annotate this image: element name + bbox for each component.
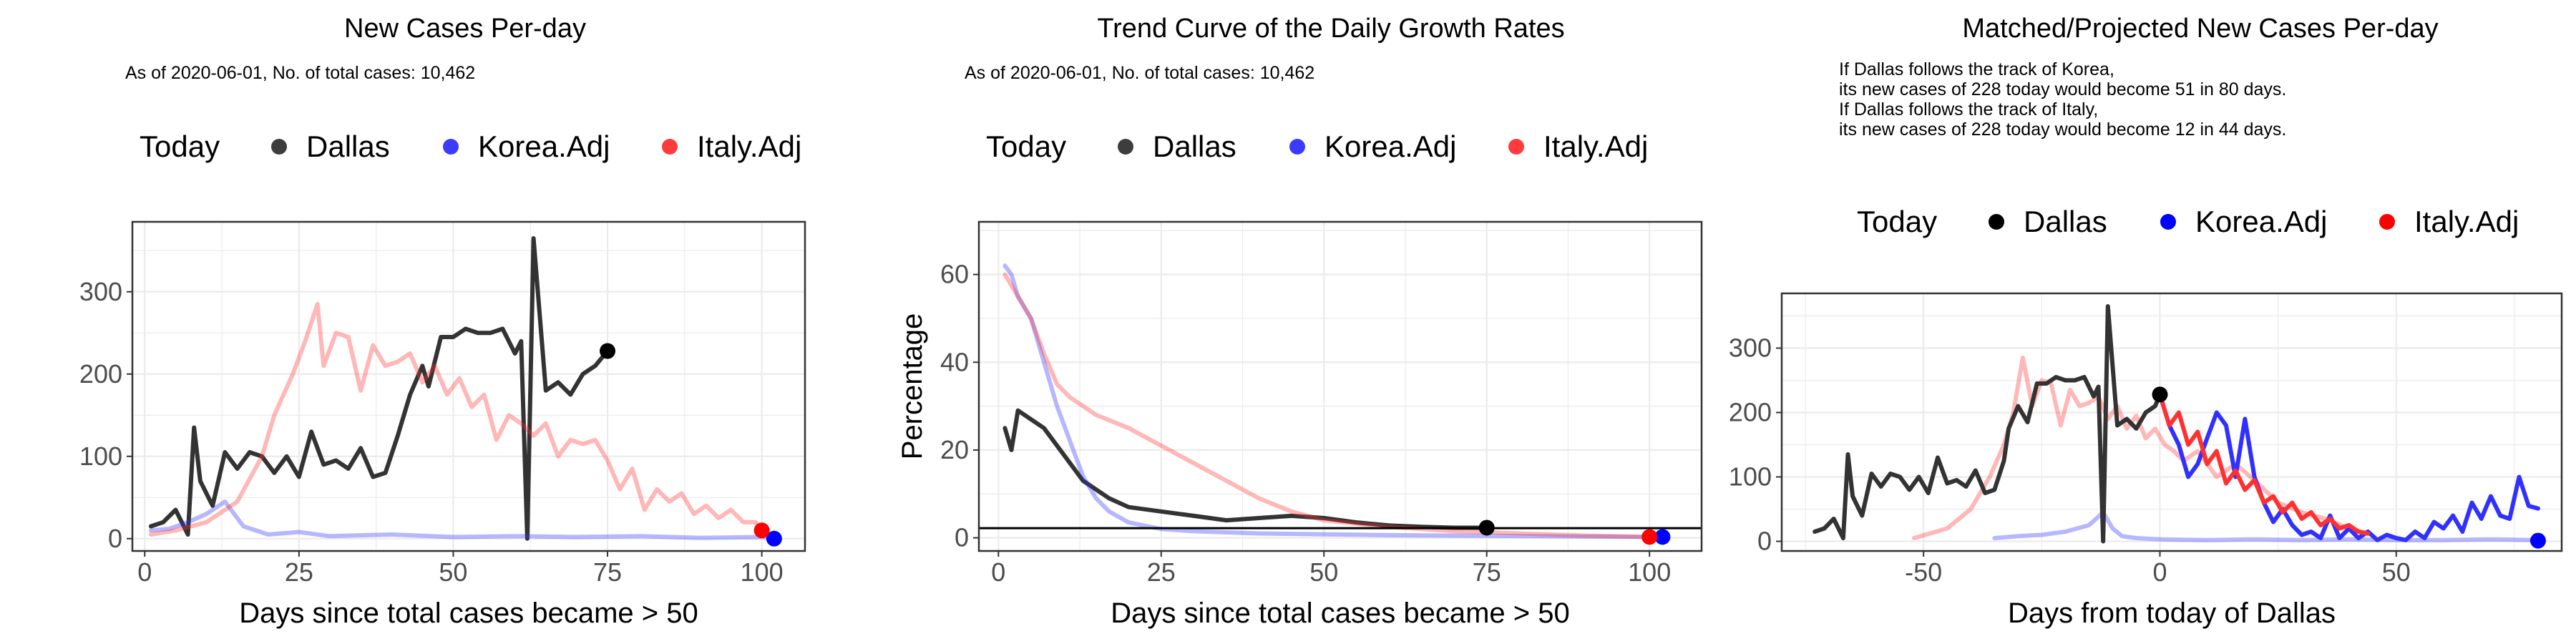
y-tick-label: 0 bbox=[955, 523, 969, 552]
y-tick-label: 0 bbox=[108, 524, 122, 553]
x-axis-label: Days from today of Dallas bbox=[2008, 597, 2336, 629]
grid bbox=[979, 222, 1702, 551]
legend-marker-italy-adj bbox=[2379, 214, 2395, 230]
x-axis-label: Days since total cases became > 50 bbox=[239, 597, 698, 629]
legend-label: Italy.Adj bbox=[2414, 205, 2519, 238]
x-tick-label: 50 bbox=[1309, 557, 1338, 587]
legend-title: Today bbox=[986, 130, 1066, 163]
y-tick-label: 300 bbox=[1729, 333, 1772, 363]
y-tick-label: 100 bbox=[79, 441, 122, 471]
chart-subtitle-line: its new cases of 228 today would become … bbox=[1839, 79, 2286, 99]
legend-marker-korea-adj bbox=[1289, 139, 1305, 155]
legend-title: Today bbox=[1857, 205, 1937, 238]
legend-label: Italy.Adj bbox=[1543, 130, 1648, 163]
series-line-italy-adj bbox=[148, 302, 764, 537]
series-line-korea-adj bbox=[2157, 392, 2540, 542]
chart-title: Matched/Projected New Cases Per-day bbox=[1962, 14, 2438, 44]
x-tick-label: 0 bbox=[137, 557, 152, 587]
series-line-dallas bbox=[148, 236, 610, 541]
y-tick-label: 0 bbox=[1757, 527, 1772, 556]
y-tick-label: 300 bbox=[79, 277, 122, 306]
x-tick-label: 50 bbox=[2382, 557, 2411, 587]
series-line-dallas bbox=[1002, 408, 1489, 530]
legend-label: Dallas bbox=[1153, 130, 1236, 163]
legend-title: Today bbox=[140, 130, 220, 163]
end-point-dallas bbox=[2152, 386, 2168, 403]
end-point-korea-adj bbox=[2529, 532, 2546, 549]
legend-marker-italy-adj bbox=[662, 139, 678, 155]
plot-border bbox=[1780, 292, 2563, 552]
chart-panel-2: Trend Curve of the Daily Growth Rates As … bbox=[897, 14, 1703, 629]
chart-subtitle-line: If Dallas follows the track of Italy, bbox=[1839, 99, 2098, 119]
chart-subtitle-line: its new cases of 228 today would become … bbox=[1839, 119, 2286, 140]
series-line-italy-adj bbox=[1002, 272, 1652, 540]
legend-marker-dallas bbox=[1989, 214, 2004, 230]
series-line-korea-adj bbox=[148, 499, 776, 541]
x-tick-label: 75 bbox=[1473, 557, 1501, 587]
x-tick-label: 100 bbox=[741, 557, 784, 587]
x-tick-label: 100 bbox=[1628, 557, 1671, 587]
plot-area bbox=[132, 222, 805, 551]
x-tick-label: 0 bbox=[991, 557, 1005, 587]
legend-marker-italy-adj bbox=[1508, 139, 1524, 155]
legend: Today Dallas Korea.Adj Italy.Adj bbox=[140, 130, 801, 163]
end-point-dallas bbox=[1478, 519, 1495, 536]
series-group bbox=[148, 236, 776, 541]
y-tick-label: 40 bbox=[940, 347, 969, 376]
series-line-dallas bbox=[1813, 304, 2162, 544]
legend-label: Korea.Adj bbox=[1324, 130, 1456, 163]
legend: Today Dallas Korea.Adj Italy.Adj bbox=[986, 130, 1648, 163]
plot-area bbox=[979, 222, 1702, 551]
chart-title: Trend Curve of the Daily Growth Rates bbox=[1097, 14, 1564, 44]
series-group bbox=[1813, 304, 2540, 544]
x-tick-label: -50 bbox=[1905, 557, 1942, 587]
x-tick-label: 0 bbox=[2152, 557, 2167, 587]
legend: Today Dallas Korea.Adj Italy.Adj bbox=[1857, 205, 2519, 238]
x-axis-label: Days since total cases became > 50 bbox=[1111, 597, 1569, 629]
plot-border bbox=[131, 220, 806, 552]
end-point-korea-adj bbox=[766, 530, 782, 547]
chart-panel-1: New Cases Per-day As of 2020-06-01, No. o… bbox=[79, 14, 806, 629]
chart-subtitle-line: If Dallas follows the track of Korea, bbox=[1839, 59, 2114, 79]
series-group bbox=[1002, 263, 1665, 540]
grid bbox=[1782, 293, 2562, 551]
legend-marker-korea-adj bbox=[443, 139, 459, 155]
legend-label: Korea.Adj bbox=[478, 130, 610, 163]
legend-label: Dallas bbox=[2024, 205, 2107, 238]
end-point-italy-adj bbox=[1641, 529, 1658, 545]
x-tick-label: 50 bbox=[439, 557, 467, 587]
y-tick-label: 200 bbox=[79, 359, 122, 389]
end-point-korea-adj bbox=[1654, 529, 1671, 545]
plot-border bbox=[977, 220, 1703, 552]
x-tick-label: 25 bbox=[1147, 557, 1176, 587]
y-tick-label: 200 bbox=[1729, 398, 1772, 427]
series-line-italy-adj bbox=[2157, 392, 2371, 536]
y-tick-label: 100 bbox=[1729, 462, 1772, 492]
end-point-dallas bbox=[600, 343, 616, 359]
chart-title: New Cases Per-day bbox=[344, 14, 586, 44]
legend-marker-dallas bbox=[271, 139, 287, 155]
y-tick-label: 60 bbox=[940, 260, 969, 289]
y-tick-label: 20 bbox=[940, 435, 969, 464]
chart-subtitle-line: As of 2020-06-01, No. of total cases: 10… bbox=[125, 63, 475, 83]
legend-label: Korea.Adj bbox=[2195, 205, 2327, 238]
end-point-italy-adj bbox=[753, 522, 770, 539]
x-tick-label: 25 bbox=[285, 557, 313, 587]
y-axis-label: Percentage bbox=[897, 313, 928, 460]
legend-marker-dallas bbox=[1118, 139, 1133, 155]
chart-panel-3: Matched/Projected New Cases Per-day If Da… bbox=[1729, 14, 2563, 629]
chart-subtitle-line: As of 2020-06-01, No. of total cases: 10… bbox=[965, 63, 1314, 83]
legend-label: Italy.Adj bbox=[697, 130, 801, 163]
legend-marker-korea-adj bbox=[2160, 214, 2176, 230]
series-line-korea-adj bbox=[1002, 263, 1665, 540]
x-tick-label: 75 bbox=[593, 557, 622, 587]
legend-label: Dallas bbox=[306, 130, 390, 163]
